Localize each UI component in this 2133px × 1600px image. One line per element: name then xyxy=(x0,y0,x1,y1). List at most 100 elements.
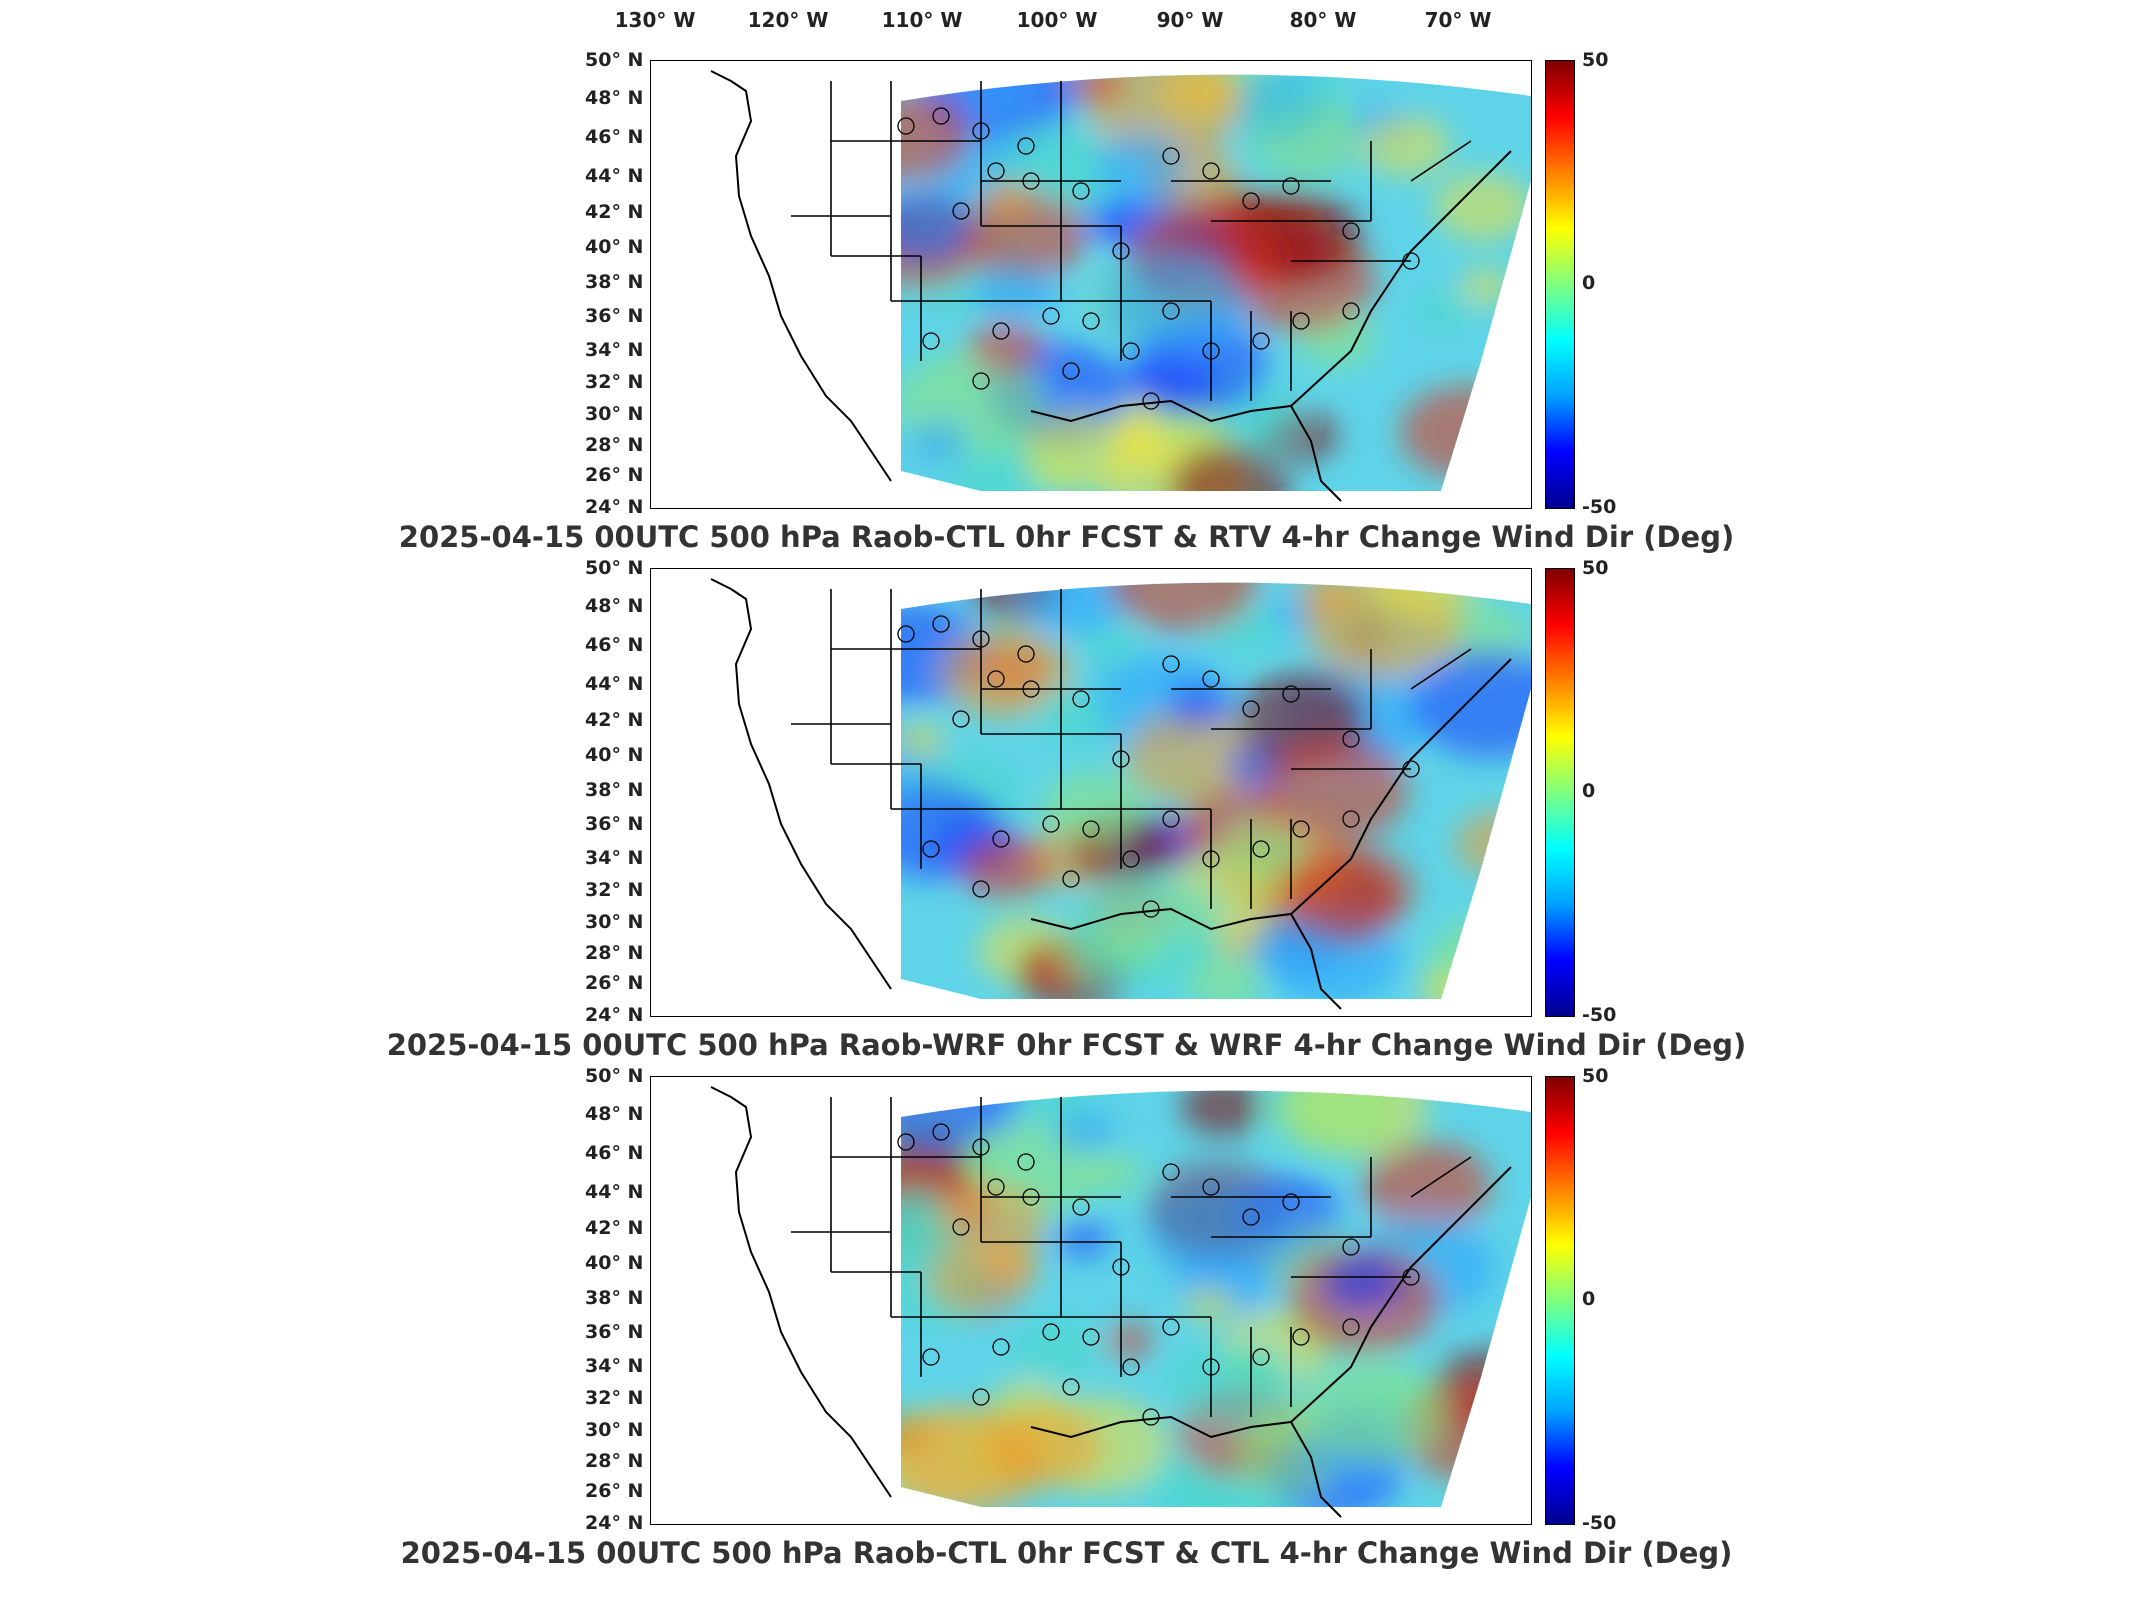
lat-label: 50° N xyxy=(585,557,644,579)
colorbar-min-label: -50 xyxy=(1582,1004,1617,1026)
raob-station-marker xyxy=(972,880,990,898)
map-frame xyxy=(650,568,1532,1017)
raob-station-marker xyxy=(922,840,940,858)
raob-station-marker xyxy=(1017,137,1035,155)
lat-label: 24° N xyxy=(585,1004,644,1026)
raob-station-marker xyxy=(1022,680,1040,698)
lat-label: 30° N xyxy=(585,1419,644,1441)
lat-label: 38° N xyxy=(585,1287,644,1309)
raob-station-marker xyxy=(1292,1328,1310,1346)
coastline xyxy=(1030,1166,1512,1518)
raob-station-marker xyxy=(1062,1378,1080,1396)
raob-station-marker xyxy=(1017,645,1035,663)
lat-label: 24° N xyxy=(585,496,644,518)
raob-station-marker xyxy=(1142,392,1160,410)
raob-station-marker xyxy=(1042,815,1060,833)
map-frame xyxy=(650,60,1532,509)
raob-station-marker xyxy=(1017,1153,1035,1171)
lat-label: 38° N xyxy=(585,271,644,293)
colorbar xyxy=(1545,60,1575,509)
raob-station-marker xyxy=(897,1133,915,1151)
coastline xyxy=(730,80,892,482)
raob-station-marker xyxy=(897,625,915,643)
raob-station-marker xyxy=(1202,1358,1220,1376)
raob-station-marker xyxy=(922,1348,940,1366)
colorbar-mid-label: 0 xyxy=(1582,1288,1596,1310)
raob-station-marker xyxy=(952,202,970,220)
raob-station-marker xyxy=(1342,302,1360,320)
raob-station-marker xyxy=(1282,177,1300,195)
lat-label: 36° N xyxy=(585,813,644,835)
raob-station-marker xyxy=(1062,870,1080,888)
lat-label: 50° N xyxy=(585,49,644,71)
lon-label: 130° W xyxy=(614,8,696,32)
raob-station-marker xyxy=(1402,1268,1420,1286)
raob-station-marker xyxy=(1142,1408,1160,1426)
lon-label: 100° W xyxy=(1016,8,1098,32)
raob-station-marker xyxy=(1082,312,1100,330)
raob-station-marker xyxy=(1082,1328,1100,1346)
lat-label: 36° N xyxy=(585,1321,644,1343)
raob-station-marker xyxy=(1022,1188,1040,1206)
raob-station-marker xyxy=(972,122,990,140)
lon-label: 120° W xyxy=(747,8,829,32)
raob-station-marker xyxy=(1042,307,1060,325)
panel-title: 2025-04-15 00UTC 500 hPa Raob-CTL 0hr FC… xyxy=(398,520,1735,554)
raob-station-marker xyxy=(972,630,990,648)
raob-station-marker xyxy=(952,710,970,728)
raob-station-marker xyxy=(1252,840,1270,858)
map-panel-1: 50° N 48° N 46° N 44° N 42° N 40° N 38° N 36° N… xyxy=(0,49,2133,570)
raob-station-marker xyxy=(1082,820,1100,838)
colorbar-max-label: 50 xyxy=(1582,557,1609,579)
raob-station-marker xyxy=(972,1388,990,1406)
raob-station-marker xyxy=(1342,810,1360,828)
raob-station-marker xyxy=(1162,302,1180,320)
raob-station-marker xyxy=(1342,1238,1360,1256)
lat-label: 32° N xyxy=(585,1387,644,1409)
raob-station-marker xyxy=(1042,1323,1060,1341)
raob-station-marker xyxy=(1072,690,1090,708)
raob-station-marker xyxy=(1162,1318,1180,1336)
raob-station-marker xyxy=(992,830,1010,848)
raob-station-marker xyxy=(1072,182,1090,200)
coastline xyxy=(1030,658,1512,1010)
lat-label: 28° N xyxy=(585,434,644,456)
raob-station-marker xyxy=(1122,342,1140,360)
raob-station-marker xyxy=(992,322,1010,340)
lat-label: 34° N xyxy=(585,339,644,361)
colorbar-max-label: 50 xyxy=(1582,49,1609,71)
lat-label: 32° N xyxy=(585,371,644,393)
lat-label: 44° N xyxy=(585,673,644,695)
lat-label: 40° N xyxy=(585,1252,644,1274)
colorbar-max-label: 50 xyxy=(1582,1065,1609,1087)
lat-label: 48° N xyxy=(585,1103,644,1125)
lon-label: 80° W xyxy=(1289,8,1357,32)
panel-title: 2025-04-15 00UTC 500 hPa Raob-CTL 0hr FC… xyxy=(400,1536,1733,1570)
raob-station-marker xyxy=(1062,362,1080,380)
lat-label: 26° N xyxy=(585,972,644,994)
wind-change-field xyxy=(901,74,1531,492)
lat-label: 46° N xyxy=(585,634,644,656)
raob-station-marker xyxy=(1142,900,1160,918)
raob-station-marker xyxy=(1122,850,1140,868)
raob-station-marker xyxy=(1202,670,1220,688)
raob-station-marker xyxy=(1292,312,1310,330)
raob-station-marker xyxy=(987,670,1005,688)
longitude-axis: 130° W 120° W 110° W 100° W 90° W 80° W … xyxy=(0,0,2133,40)
state-border xyxy=(1410,140,1472,182)
lat-label: 40° N xyxy=(585,744,644,766)
lon-label: 110° W xyxy=(881,8,963,32)
colorbar-min-label: -50 xyxy=(1582,496,1617,518)
lat-label: 48° N xyxy=(585,595,644,617)
lat-label: 46° N xyxy=(585,1142,644,1164)
lat-label: 32° N xyxy=(585,879,644,901)
raob-station-marker xyxy=(1342,1318,1360,1336)
raob-station-marker xyxy=(1162,655,1180,673)
colorbar xyxy=(1545,568,1575,1017)
lat-label: 34° N xyxy=(585,1355,644,1377)
raob-station-marker xyxy=(1252,332,1270,350)
raob-station-marker xyxy=(1402,760,1420,778)
map-frame xyxy=(650,1076,1532,1525)
lon-label: 90° W xyxy=(1156,8,1224,32)
coastline xyxy=(1030,150,1512,502)
